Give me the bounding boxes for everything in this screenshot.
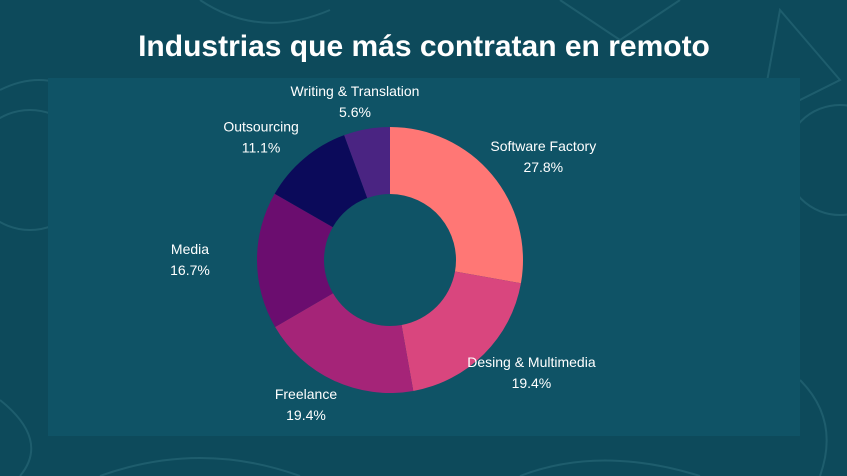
slice-value-label: 5.6% <box>339 104 371 120</box>
slice-value-label: 19.4% <box>512 375 552 391</box>
slice-label: Outsourcing <box>223 118 298 134</box>
chart-title: Industrias que más contratan en remoto <box>138 30 710 63</box>
slice-label: Desing & Multimedia <box>467 354 596 370</box>
slice-label: Freelance <box>275 386 337 402</box>
slice-value-label: 16.7% <box>170 262 210 278</box>
donut-slice <box>344 127 390 199</box>
slice-value-label: 11.1% <box>242 139 281 155</box>
donut-slice <box>275 293 414 393</box>
slice-label: Writing & Translation <box>291 83 420 99</box>
donut-slice <box>274 135 368 228</box>
donut-slice <box>401 271 521 391</box>
labels: Software Factory 27.8% Desing & Multimedia… <box>170 83 596 423</box>
slice-label: Media <box>171 241 209 257</box>
slice-value-label: 27.8% <box>523 159 563 175</box>
donut <box>257 127 523 393</box>
donut-slice <box>257 193 333 327</box>
donut-slice <box>390 127 523 284</box>
slice-label: Software Factory <box>490 138 596 154</box>
slice-value-label: 19.4% <box>286 407 326 423</box>
